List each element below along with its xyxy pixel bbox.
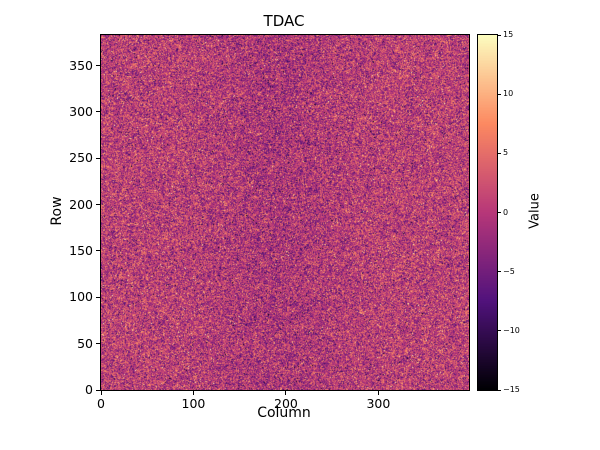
y-tick-label: 200 xyxy=(69,196,93,212)
y-tick-mark xyxy=(96,296,100,298)
y-tick-label: 300 xyxy=(69,103,93,119)
colorbar-tick-mark xyxy=(498,212,501,213)
y-tick-label: 250 xyxy=(69,150,93,166)
x-axis-label: Column xyxy=(257,405,311,421)
y-tick-label: 350 xyxy=(69,57,93,73)
colorbar-tick-mark xyxy=(498,152,501,154)
y-tick-mark xyxy=(96,343,100,345)
colorbar-tick-mark xyxy=(498,389,501,391)
colorbar-tick-label: 10 xyxy=(503,89,514,99)
colorbar-tick-label: 5 xyxy=(503,148,509,158)
y-tick-mark xyxy=(96,65,100,67)
colorbar-tick-label: −10 xyxy=(503,325,520,335)
colorbar-tick-mark xyxy=(498,93,501,95)
colorbar-tick-mark xyxy=(498,34,501,36)
colorbar-tick-mark xyxy=(498,330,501,332)
x-tick-label: 200 xyxy=(273,396,298,411)
colorbar-tick-label: 15 xyxy=(503,30,514,39)
colorbar-tick-label: 0 xyxy=(503,207,509,217)
y-tick-mark xyxy=(96,111,100,113)
y-tick-label: 50 xyxy=(77,335,93,351)
heatmap-axes xyxy=(100,34,470,391)
y-tick-mark xyxy=(96,250,100,252)
heatmap-canvas xyxy=(101,35,469,390)
y-tick-label: 0 xyxy=(85,382,93,397)
x-tick-mark xyxy=(285,391,287,395)
chart-title: TDAC xyxy=(263,12,305,30)
colorbar-canvas xyxy=(478,35,497,390)
x-tick-label: 0 xyxy=(97,396,105,411)
y-tick-label: 100 xyxy=(69,289,93,305)
x-tick-label: 100 xyxy=(181,396,206,411)
colorbar-tick-mark xyxy=(498,271,501,273)
x-tick-mark xyxy=(377,391,379,395)
colorbar-tick-label: −5 xyxy=(503,266,515,276)
colorbar-label: Value xyxy=(527,193,543,229)
colorbar xyxy=(477,34,498,391)
colorbar-tick-label: −15 xyxy=(503,385,520,394)
y-tick-mark xyxy=(96,389,100,391)
x-tick-mark xyxy=(100,391,102,395)
x-tick-mark xyxy=(192,391,194,395)
y-tick-label: 150 xyxy=(69,242,93,258)
x-tick-label: 300 xyxy=(366,396,391,411)
y-tick-mark xyxy=(96,204,100,206)
y-tick-mark xyxy=(96,157,100,159)
